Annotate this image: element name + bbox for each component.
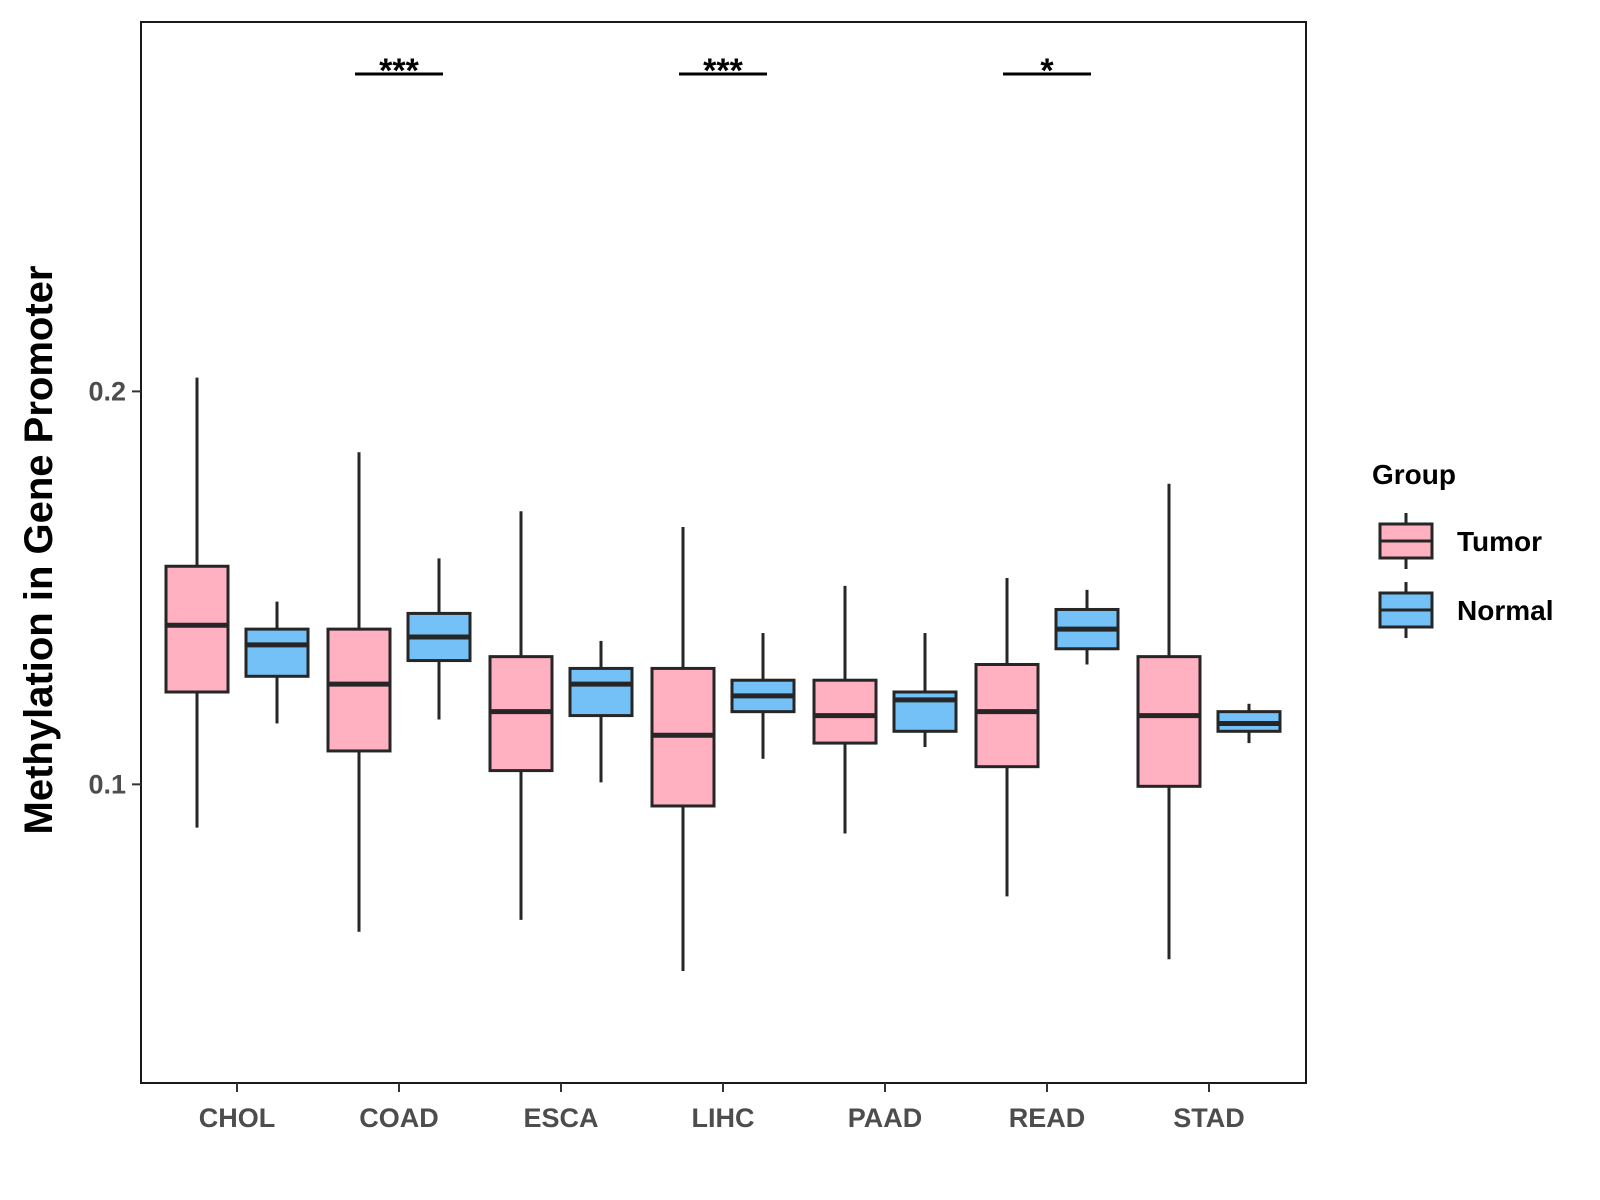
x-tick-label-stad: STAD xyxy=(1173,1103,1245,1133)
x-tick-label-read: READ xyxy=(1009,1103,1086,1133)
x-tick-label-chol: CHOL xyxy=(199,1103,276,1133)
box-tumor-read xyxy=(974,662,1040,769)
box-tumor-chol xyxy=(164,564,230,694)
significance-label-read: * xyxy=(1040,52,1054,90)
significance-label-coad: *** xyxy=(379,52,419,90)
y-axis-title: Methylation in Gene Promoter xyxy=(17,266,61,835)
x-tick-label-coad: COAD xyxy=(359,1103,439,1133)
x-tick-label-esca: ESCA xyxy=(523,1103,598,1133)
legend-label-tumor: Tumor xyxy=(1457,526,1542,557)
plot-panel-border xyxy=(140,21,1307,1084)
box-normal-esca xyxy=(568,666,634,718)
box-normal-chol xyxy=(244,627,310,678)
box-tumor-coad xyxy=(326,627,392,753)
legend-title: Group xyxy=(1372,459,1456,490)
y-tick-label: 0.2 xyxy=(88,376,126,406)
y-tick-label: 0.1 xyxy=(88,769,126,799)
x-tick-label-lihc: LIHC xyxy=(692,1103,755,1133)
legend-label-normal: Normal xyxy=(1457,595,1553,626)
significance-label-lihc: *** xyxy=(703,52,743,90)
box-tumor-stad xyxy=(1136,655,1202,788)
legend: Group Tumor Normal xyxy=(1372,459,1553,638)
box-tumor-paad xyxy=(812,678,878,745)
x-tick-label-paad: PAAD xyxy=(848,1103,923,1133)
